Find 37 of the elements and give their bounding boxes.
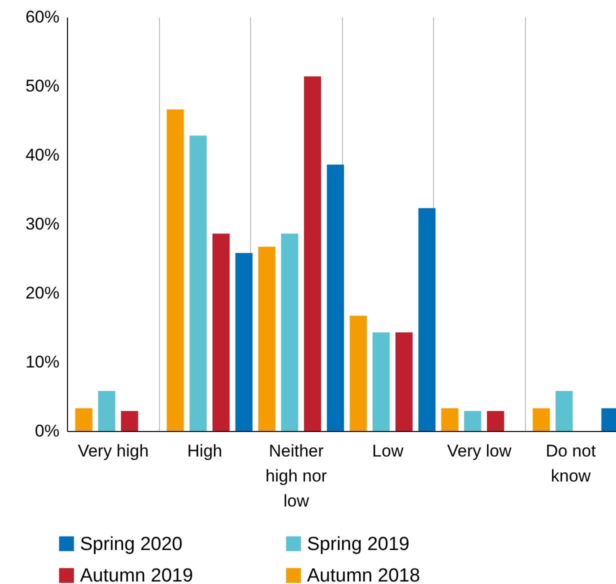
y-tick-label: 0% — [34, 422, 60, 440]
bar — [258, 246, 276, 431]
bar — [532, 408, 550, 431]
bar — [395, 332, 413, 431]
legend-label: Spring 2019 — [307, 534, 410, 555]
bar — [75, 408, 92, 431]
y-tick-label: 20% — [25, 284, 60, 302]
bar — [464, 410, 482, 431]
bar — [304, 76, 322, 431]
legend-label: Autumn 2019 — [80, 566, 194, 584]
legend-label: Spring 2020 — [80, 534, 182, 555]
bar — [120, 410, 138, 431]
bar — [235, 252, 252, 431]
y-tick-label: 60% — [25, 8, 60, 26]
bar — [190, 136, 207, 431]
x-tick-label: Low — [372, 442, 404, 460]
bar — [441, 408, 458, 431]
x-tick-label: Very high — [78, 442, 149, 460]
bar — [350, 316, 367, 431]
y-tick-label: 30% — [25, 214, 60, 234]
bar — [98, 390, 116, 431]
x-tick-label: Very low — [447, 442, 512, 460]
bar — [372, 332, 390, 431]
bar — [281, 234, 298, 431]
bar — [212, 234, 230, 431]
bar — [486, 410, 504, 431]
bar — [166, 109, 184, 431]
bar — [556, 390, 573, 431]
x-tick-label: High — [187, 442, 222, 460]
y-tick-label: 10% — [25, 352, 60, 372]
bar — [418, 208, 436, 431]
bar — [326, 164, 344, 431]
y-tick-label: 40% — [25, 146, 60, 164]
x-tick-label: Neither high nor low — [266, 442, 328, 510]
x-tick-label: Do not know — [546, 442, 596, 486]
legend-label: Autumn 2018 — [307, 566, 420, 584]
y-tick-label: 50% — [25, 76, 60, 96]
